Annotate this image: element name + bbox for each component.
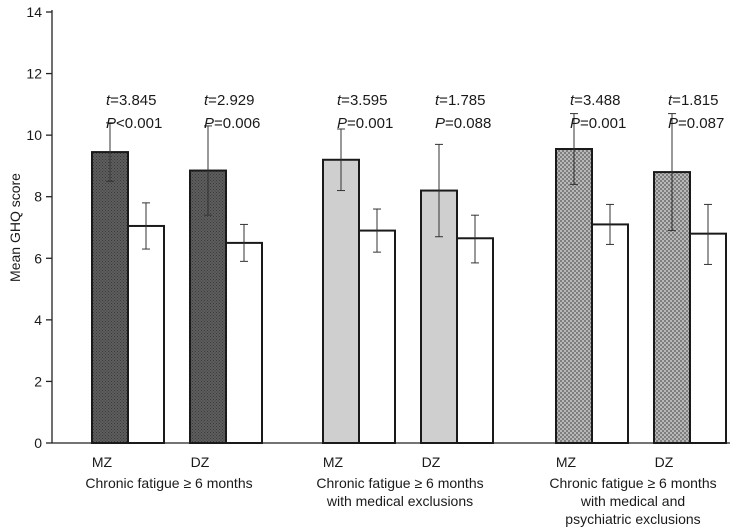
y-tick-label: 4 <box>34 312 42 328</box>
t-equals: = <box>110 92 119 109</box>
p-value-label: P=0.006 <box>204 115 260 132</box>
error-bar-affected <box>435 143 443 238</box>
error-bar-affected <box>668 113 676 232</box>
p-value-label: P=0.001 <box>570 115 626 132</box>
t-statistic-label: t=1.785 <box>435 92 485 109</box>
y-tick-label: 12 <box>26 66 42 82</box>
error-bar-affected <box>106 122 114 182</box>
p-value: =0.088 <box>445 115 491 132</box>
bar-comparison-twin <box>456 237 494 444</box>
y-tick-label: 6 <box>34 250 42 266</box>
t-value: 3.595 <box>350 92 388 109</box>
t-statistic-label: t=3.845 <box>106 92 156 109</box>
p-value: <0.001 <box>116 115 162 132</box>
zygosity-label: MZ <box>92 454 113 470</box>
bar-comparison-twin <box>689 232 727 444</box>
y-axis-title: Mean GHQ score <box>7 173 23 282</box>
t-symbol: t <box>204 92 209 109</box>
p-value-label: P=0.087 <box>668 115 724 132</box>
t-value: 3.488 <box>583 92 621 109</box>
t-symbol: t <box>337 92 342 109</box>
group-label: Chronic fatigue ≥ 6 months <box>85 475 252 491</box>
t-statistic-label: t=3.595 <box>337 92 387 109</box>
t-statistic-label: t=2.929 <box>204 92 254 109</box>
zygosity-label: DZ <box>422 454 441 470</box>
error-bar-comparison <box>606 203 614 245</box>
p-symbol: P <box>435 115 445 132</box>
bar-comparison-twin <box>591 223 629 444</box>
group-label: with medical and <box>580 493 685 509</box>
bar-affected-twin <box>189 169 227 445</box>
p-symbol: P <box>337 115 347 132</box>
labels-layer: t=3.845P<0.001MZt=2.929P=0.006DZChronic … <box>85 92 724 527</box>
error-bar-comparison <box>142 202 150 250</box>
p-value: =0.001 <box>347 115 393 132</box>
t-symbol: t <box>435 92 440 109</box>
y-tick-label: 2 <box>34 373 42 389</box>
error-bar-affected <box>570 113 578 185</box>
bars-layer <box>91 113 727 445</box>
t-equals: = <box>439 92 448 109</box>
y-tick-label: 10 <box>26 127 42 143</box>
t-equals: = <box>672 92 681 109</box>
p-symbol: P <box>204 115 214 132</box>
p-symbol: P <box>570 115 580 132</box>
bar-affected-twin <box>91 151 129 444</box>
p-symbol: P <box>106 115 116 132</box>
t-symbol: t <box>570 92 575 109</box>
zygosity-label: DZ <box>191 454 210 470</box>
y-tick-label: 0 <box>34 435 42 451</box>
bar-comparison-twin <box>127 224 165 444</box>
p-value: =0.087 <box>678 115 724 132</box>
p-value-label: P<0.001 <box>106 115 162 132</box>
t-symbol: t <box>106 92 111 109</box>
group-label: psychiatric exclusions <box>565 511 700 527</box>
t-symbol: t <box>668 92 673 109</box>
t-value: 2.929 <box>217 92 255 109</box>
p-value-label: P=0.088 <box>435 115 491 132</box>
y-tick-label: 8 <box>34 189 42 205</box>
group-label: Chronic fatigue ≥ 6 months <box>549 475 716 491</box>
error-bar-comparison <box>471 214 479 264</box>
bar-affected-twin <box>555 147 593 444</box>
bar-affected-twin <box>322 158 360 444</box>
t-value: 1.785 <box>448 92 486 109</box>
t-value: 3.845 <box>119 92 157 109</box>
error-bar-affected <box>337 128 345 192</box>
zygosity-label: MZ <box>556 454 577 470</box>
t-statistic-label: t=1.815 <box>668 92 718 109</box>
error-bar-comparison <box>240 223 248 262</box>
p-value: =0.001 <box>580 115 626 132</box>
zygosity-label: DZ <box>655 454 674 470</box>
zygosity-label: MZ <box>323 454 344 470</box>
error-bar-comparison <box>373 208 381 253</box>
t-equals: = <box>574 92 583 109</box>
t-value: 1.815 <box>681 92 719 109</box>
y-tick-label: 14 <box>26 4 42 20</box>
t-statistic-label: t=3.488 <box>570 92 620 109</box>
bar-comparison-twin <box>358 229 396 444</box>
bar-comparison-twin <box>225 241 263 444</box>
group-label: Chronic fatigue ≥ 6 months <box>316 475 483 491</box>
group-label: with medical exclusions <box>326 493 473 509</box>
error-bar-affected <box>204 125 212 216</box>
t-equals: = <box>208 92 217 109</box>
error-bar-comparison <box>704 203 712 265</box>
p-value: =0.006 <box>214 115 260 132</box>
t-equals: = <box>341 92 350 109</box>
p-value-label: P=0.001 <box>337 115 393 132</box>
p-symbol: P <box>668 115 678 132</box>
